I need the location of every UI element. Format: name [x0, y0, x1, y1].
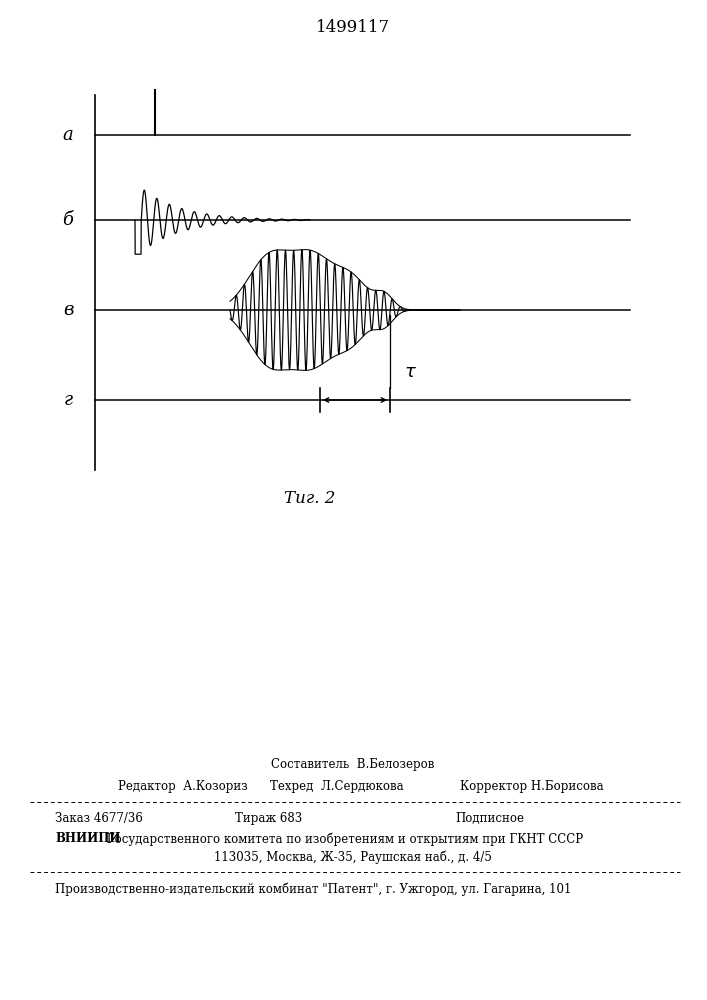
- Text: Подписное: Подписное: [455, 812, 524, 825]
- Text: Редактор  А.Козориз: Редактор А.Козориз: [118, 780, 247, 793]
- Text: Составитель  В.Белозеров: Составитель В.Белозеров: [271, 758, 435, 771]
- Text: г: г: [64, 391, 73, 409]
- Text: 113035, Москва, Ж-35, Раушская наб., д. 4/5: 113035, Москва, Ж-35, Раушская наб., д. …: [214, 850, 492, 863]
- Text: а: а: [63, 126, 74, 144]
- Text: б: б: [62, 211, 74, 229]
- Text: ВНИИПИ: ВНИИПИ: [55, 832, 120, 845]
- Text: Тираж 683: Тираж 683: [235, 812, 303, 825]
- Text: Заказ 4677/36: Заказ 4677/36: [55, 812, 143, 825]
- Text: $\tau$: $\tau$: [404, 363, 416, 381]
- Text: Производственно-издательский комбинат "Патент", г. Ужгород, ул. Гагарина, 101: Производственно-издательский комбинат "П…: [55, 882, 571, 896]
- Text: Техред  Л.Сердюкова: Техред Л.Сердюкова: [270, 780, 404, 793]
- Text: Корректор Н.Борисова: Корректор Н.Борисова: [460, 780, 604, 793]
- Text: Τиг. 2: Τиг. 2: [284, 490, 336, 507]
- Text: Государственного комитета по изобретениям и открытиям при ГКНТ СССР: Государственного комитета по изобретения…: [103, 832, 583, 846]
- Text: 1499117: 1499117: [316, 19, 390, 36]
- Text: в: в: [63, 301, 74, 319]
